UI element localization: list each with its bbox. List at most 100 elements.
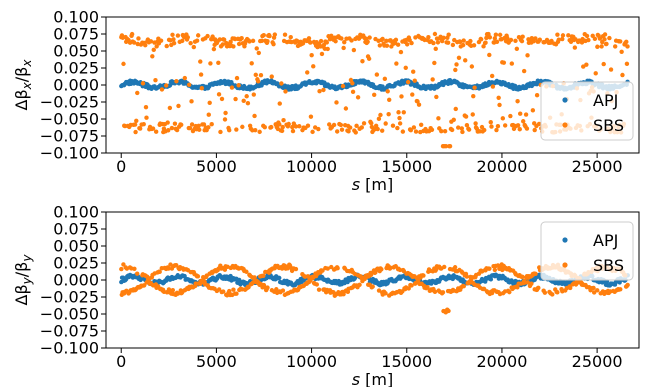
data-point xyxy=(335,129,340,134)
data-point xyxy=(229,85,235,90)
data-point xyxy=(468,38,473,44)
data-point xyxy=(416,102,422,107)
data-point xyxy=(321,42,327,48)
data-point xyxy=(487,266,492,271)
data-point xyxy=(508,37,514,43)
data-point xyxy=(452,265,458,270)
data-point xyxy=(132,266,137,271)
data-point xyxy=(432,289,438,294)
data-point xyxy=(340,83,346,89)
data-point xyxy=(456,55,462,60)
data-point xyxy=(244,94,249,99)
data-point xyxy=(397,115,402,121)
data-point xyxy=(309,52,314,58)
data-point xyxy=(148,39,154,44)
panel-1: 0.1000.0750.0500.0250.000−0.025−0.050−0.… xyxy=(12,8,640,194)
data-point xyxy=(405,79,411,85)
data-point xyxy=(325,266,330,271)
data-point xyxy=(494,39,500,44)
data-point xyxy=(542,290,548,295)
data-point xyxy=(518,111,523,116)
data-point xyxy=(500,116,506,121)
data-point xyxy=(331,122,337,128)
data-point xyxy=(425,284,430,290)
y-tick-label: −0.100 xyxy=(40,339,99,358)
data-point xyxy=(277,122,282,127)
data-point xyxy=(154,44,159,49)
data-point xyxy=(489,124,494,129)
data-point xyxy=(159,87,165,92)
y-tick-label: 0.025 xyxy=(53,59,99,78)
data-point xyxy=(550,292,555,297)
data-point xyxy=(481,44,486,49)
legend-marker-apj xyxy=(562,97,568,103)
data-point xyxy=(445,40,451,45)
data-point xyxy=(439,128,444,134)
data-point xyxy=(395,125,400,131)
data-point xyxy=(592,36,598,42)
y-tick-label: 0.075 xyxy=(53,25,99,44)
data-point xyxy=(253,128,258,133)
data-point xyxy=(171,37,176,42)
y-tick-label: 0.000 xyxy=(53,76,99,95)
data-point xyxy=(171,40,177,46)
data-point xyxy=(360,59,365,64)
data-point xyxy=(135,90,140,96)
data-point xyxy=(532,127,537,133)
data-point xyxy=(515,285,520,290)
data-point xyxy=(383,291,388,296)
data-point xyxy=(170,288,175,293)
data-point xyxy=(236,83,241,88)
data-point xyxy=(515,123,521,128)
data-point xyxy=(253,72,258,78)
data-point xyxy=(168,262,173,267)
data-point xyxy=(394,61,399,66)
x-tick-label: 5000 xyxy=(196,157,237,176)
data-point xyxy=(134,118,139,123)
data-point xyxy=(370,284,375,289)
legend: APJ SBS xyxy=(540,221,634,281)
data-point xyxy=(607,35,612,41)
data-point xyxy=(187,125,193,131)
data-point xyxy=(489,73,495,79)
data-point xyxy=(602,32,608,37)
data-point xyxy=(132,122,138,127)
data-point xyxy=(472,85,477,90)
data-point xyxy=(393,37,399,43)
data-point xyxy=(169,125,175,131)
data-point xyxy=(612,44,618,49)
data-point xyxy=(453,67,458,73)
data-point xyxy=(121,61,126,67)
data-point xyxy=(316,126,321,132)
data-point xyxy=(164,83,169,88)
data-point xyxy=(618,287,623,292)
data-point xyxy=(555,290,560,295)
data-point xyxy=(442,264,447,270)
data-point xyxy=(347,125,353,130)
data-point xyxy=(377,43,383,48)
data-point xyxy=(383,121,388,126)
data-point xyxy=(293,124,299,129)
data-point xyxy=(186,82,192,88)
data-point xyxy=(170,32,175,37)
data-point xyxy=(369,120,374,126)
data-point xyxy=(400,129,406,134)
data-point xyxy=(334,100,339,105)
data-point xyxy=(595,288,600,293)
data-point xyxy=(415,99,420,104)
x-tick-label: 0 xyxy=(116,352,126,371)
x-tick-label: 15000 xyxy=(381,352,432,371)
x-axis-label: s [m] xyxy=(352,370,394,387)
data-point xyxy=(382,76,388,82)
data-point xyxy=(494,127,499,133)
data-point xyxy=(514,46,520,52)
data-point xyxy=(555,32,560,37)
data-point xyxy=(397,267,403,273)
data-point xyxy=(602,37,607,42)
data-point xyxy=(233,96,238,102)
data-point xyxy=(234,75,240,81)
data-point xyxy=(277,101,282,106)
data-point xyxy=(198,59,203,64)
data-point xyxy=(206,125,211,130)
data-point xyxy=(461,283,466,289)
